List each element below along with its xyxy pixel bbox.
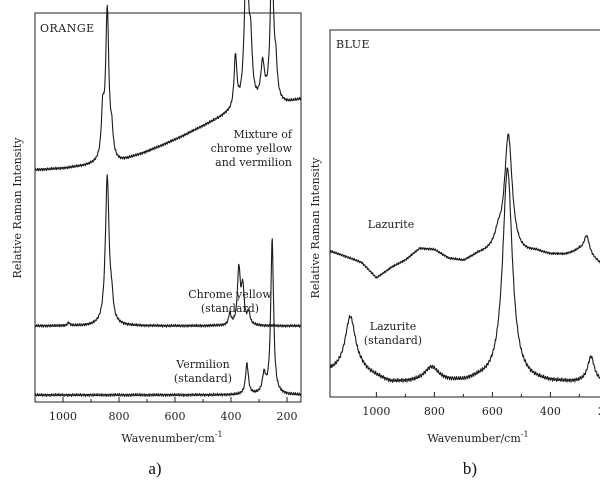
- series-labels-orange: Mixture of chrome yellow and vermilion Chro…: [174, 128, 293, 385]
- spectrum-mixture-of-chrome-yellow-and-vermilion: [34, 0, 302, 172]
- series-label: Vermilion (standard): [174, 358, 232, 385]
- ylabel-orange: Relative Raman Intensity: [11, 137, 24, 279]
- panel-title-blue: BLUE: [336, 38, 370, 51]
- plot-frame-orange: [34, 12, 302, 403]
- xtick-label: 800: [109, 410, 130, 423]
- spectrum-lazurite: [329, 133, 600, 279]
- panel-title-orange: ORANGE: [40, 22, 95, 35]
- spectrum-chrome-yellow-standard: [34, 174, 302, 328]
- xlabel-blue: Wavenumber/cm-1: [427, 430, 528, 445]
- series-label: Lazurite (standard): [364, 320, 422, 347]
- xtick-label: 400: [221, 410, 242, 423]
- xtick-label: 400: [540, 405, 561, 418]
- xticks-blue: 1000 800 600 400 200: [362, 392, 600, 418]
- spectrum-vermilion-standard: [34, 238, 302, 398]
- series-label: Lazurite: [368, 218, 414, 231]
- xtick-label: 600: [482, 405, 503, 418]
- ylabel-blue: Relative Raman Intensity: [309, 157, 322, 299]
- series-label: Chrome yellow (standard): [188, 288, 272, 315]
- series-label: Mixture of chrome yellow and vermilion: [211, 128, 293, 169]
- xtick-label: 1000: [362, 405, 390, 418]
- xlabel-orange: Wavenumber/cm-1: [121, 430, 222, 445]
- caption-b: b): [463, 459, 477, 478]
- series-labels-blue: Lazurite Lazurite (standard): [364, 218, 422, 347]
- traces-orange: [34, 0, 302, 398]
- plot-frame-blue: [329, 29, 600, 398]
- xtick-label: 800: [424, 405, 445, 418]
- traces-blue: [329, 133, 600, 383]
- xtick-label: 200: [277, 410, 298, 423]
- xtick-label: 600: [165, 410, 186, 423]
- xtick-label: 200: [598, 405, 600, 418]
- xticks-orange: 1000 800 600 400 200: [49, 397, 298, 423]
- xtick-label: 1000: [49, 410, 77, 423]
- panel-blue: BLUE 1000 800 600 400 200 Lazurite Lazurite(s…: [309, 29, 600, 478]
- panel-orange: ORANGE 1000 800 600 400 200 Mixture of chrome…: [11, 0, 302, 478]
- caption-a: a): [148, 459, 161, 478]
- spectrum-lazurite-standard: [329, 167, 600, 383]
